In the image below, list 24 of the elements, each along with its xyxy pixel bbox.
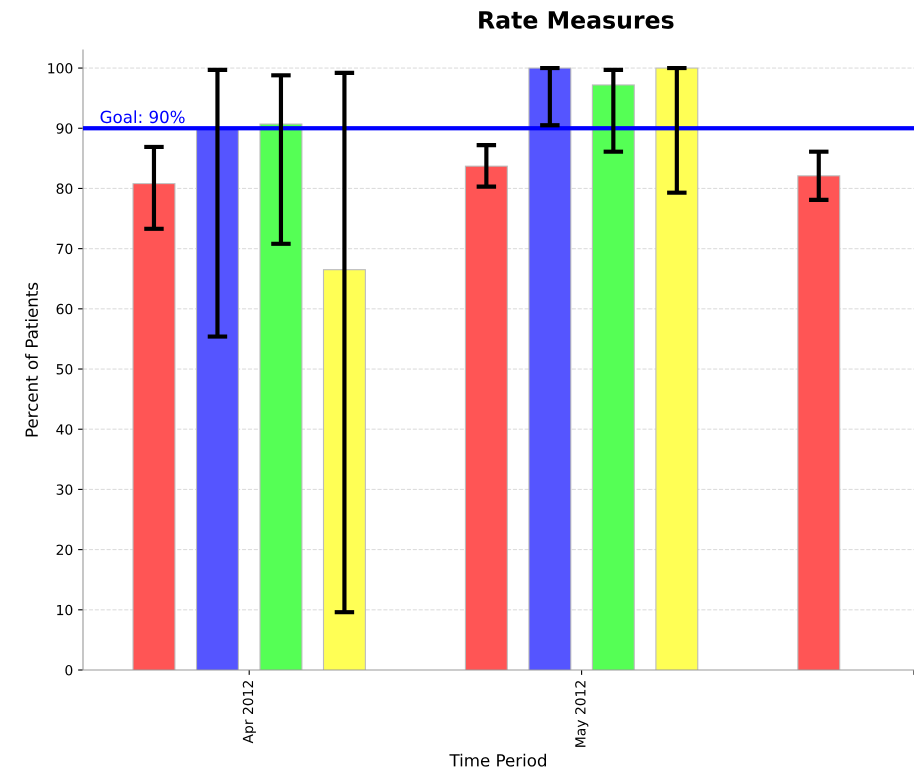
bar [132,183,176,670]
ref-line-label: Goal: 90% [100,110,185,124]
x-tick-label: Apr 2012 [242,681,256,744]
y-tick-label: 80 [56,183,72,194]
x-axis-title: Time Period [449,754,546,767]
y-tick-label: 20 [56,544,72,556]
bar [259,123,302,670]
bar [797,175,840,670]
y-tick-label: 50 [56,364,72,375]
y-axis-title: Percent of Patients [25,282,38,436]
y-tick-label: 60 [56,304,72,314]
chart-title: Rate Measures [479,11,674,29]
y-tick-label: 100 [48,63,72,74]
y-tick-label: 30 [56,484,72,495]
y-tick-label: 0 [65,664,72,676]
y-tick-label: 10 [57,604,72,616]
y-tick-label: 70 [56,244,72,254]
y-tick-label: 40 [56,424,72,435]
y-tick-label: 90 [56,123,72,134]
bar [655,68,698,670]
bar [592,84,635,670]
x-tick-label: May 2012 [575,681,588,747]
bar [464,166,508,670]
bar [528,68,572,670]
